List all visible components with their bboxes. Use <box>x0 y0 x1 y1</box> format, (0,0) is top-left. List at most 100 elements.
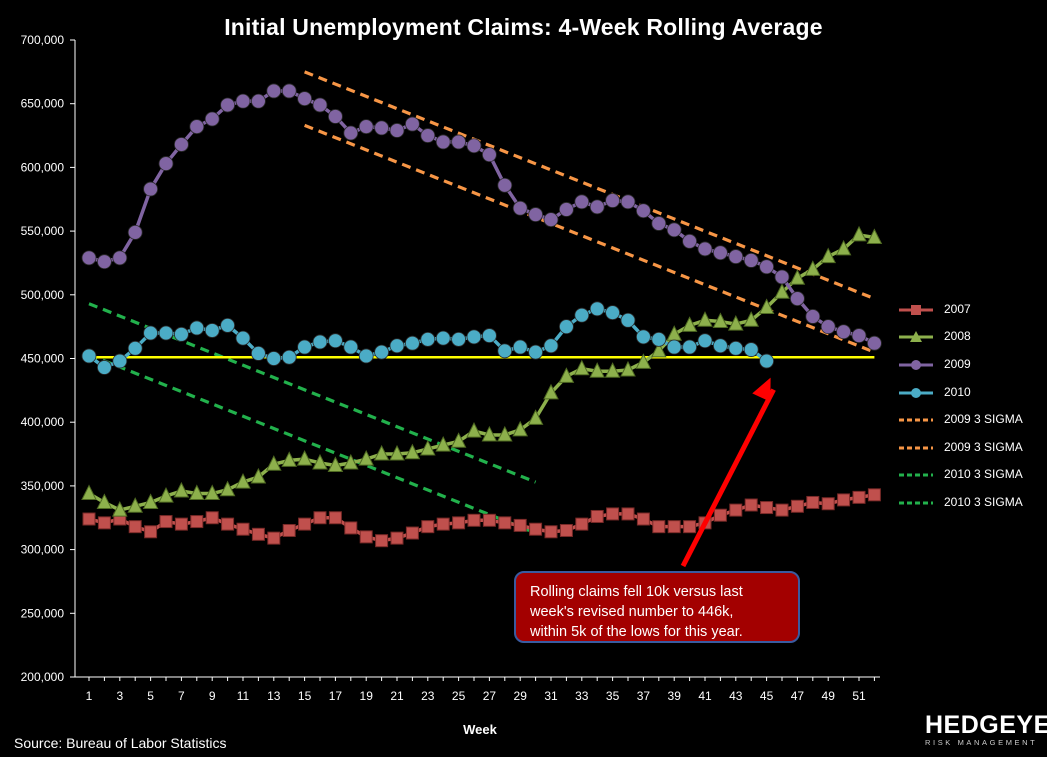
series-2007-point <box>97 516 111 530</box>
legend-item: 2010 <box>898 378 1023 406</box>
series-2007-point <box>375 534 389 548</box>
series-2007-point <box>267 531 281 545</box>
series-2007-point <box>667 520 681 534</box>
series-2008-point <box>712 312 729 329</box>
series-2008-point <box>743 311 760 327</box>
series-2008-point <box>96 493 113 509</box>
series-2007-point <box>806 495 820 509</box>
series-2008-point <box>481 425 498 442</box>
series-2008-point <box>820 247 837 264</box>
series-2010-point <box>235 330 251 346</box>
series-2010-point <box>451 331 467 347</box>
legend-swatch <box>899 304 933 315</box>
series-2009-point <box>451 134 467 150</box>
series-2010-point <box>743 342 759 357</box>
series-2007-point <box>282 523 296 537</box>
series-2008-point <box>373 444 390 461</box>
series-2010-point <box>728 340 744 356</box>
series-2009-point <box>713 245 728 261</box>
series-2007-point <box>513 518 527 532</box>
series-2010-point <box>158 325 174 341</box>
series-2009-point <box>543 212 559 228</box>
series-2009-point <box>343 125 359 141</box>
series-2008-point <box>389 444 405 461</box>
series-2010-point <box>143 325 159 341</box>
logo-wordmark: HEDGEYE <box>925 711 1047 739</box>
legend-label: 2007 <box>944 301 971 316</box>
legend-item: 2008 <box>898 323 1023 351</box>
legend-swatch <box>899 418 933 422</box>
legend-swatch <box>899 331 933 343</box>
series-2008-point <box>250 467 267 484</box>
series-2008-point <box>835 239 852 256</box>
series-2008-point <box>188 484 205 501</box>
series-2007-point <box>128 520 142 534</box>
series-2008-point <box>527 409 544 425</box>
legend-swatch <box>899 359 933 370</box>
legend-item: 2010 3 SIGMA <box>898 461 1023 489</box>
series-2009-point <box>220 97 236 113</box>
annotation-arrow-head <box>752 377 771 402</box>
series-2009-point <box>867 335 882 351</box>
series-2008-point <box>851 225 867 242</box>
series-2008-point <box>466 421 482 438</box>
series-2009-point <box>820 319 836 335</box>
series-2009-point <box>682 233 697 249</box>
legend-swatch <box>899 501 933 505</box>
series-2009-point <box>636 203 651 219</box>
series-2010-point <box>112 353 128 369</box>
x-tick-label: 27 <box>483 689 497 703</box>
series-2009-point <box>836 324 851 340</box>
series-2010-point <box>620 312 636 328</box>
series-2009-point <box>250 93 266 109</box>
series-2008-point <box>281 451 298 467</box>
sigma-line <box>304 123 875 354</box>
series-2007-point <box>298 517 312 531</box>
series-2010-point <box>312 334 328 350</box>
series-2009-point <box>805 309 821 324</box>
series-2009-point <box>204 111 220 127</box>
series-2009-point <box>189 119 205 135</box>
series-2007-point <box>251 527 265 541</box>
series-2010-point <box>589 301 605 317</box>
series-2009-point <box>97 254 112 270</box>
x-tick-label: 51 <box>852 689 866 703</box>
series-2010-point <box>574 307 590 323</box>
legend-label: 2009 3 SIGMA <box>944 412 1023 427</box>
series-2010-point <box>404 335 420 351</box>
x-axis-label: Week <box>463 722 497 737</box>
series-2009-point <box>512 200 528 216</box>
y-tick-label: 700,000 <box>21 33 65 47</box>
series-2007-point <box>636 512 650 526</box>
series-2007-point <box>821 497 835 511</box>
series-2008-point <box>496 425 513 442</box>
series-2007-point <box>544 525 558 539</box>
logo-tagline: RISK MANAGEMENT <box>925 738 1038 747</box>
y-tick-label: 350,000 <box>21 479 65 493</box>
series-2009-point <box>143 181 159 197</box>
series-2010-point <box>250 346 266 361</box>
series-2009-point <box>112 250 128 266</box>
series-2010-point <box>420 331 436 347</box>
x-tick-label: 39 <box>668 689 682 703</box>
series-2008-point <box>296 450 313 466</box>
series-2007-point <box>390 531 404 545</box>
legend-item: 2010 3 SIGMA <box>898 488 1023 516</box>
series-2008-point <box>312 453 328 470</box>
series-2009-point <box>389 123 405 138</box>
series-2007-point <box>421 520 435 534</box>
x-tick-label: 33 <box>575 689 589 703</box>
series-2009-point <box>158 156 174 171</box>
series-2007-point <box>467 513 481 527</box>
series-2009-point <box>851 328 867 343</box>
series-2009-point <box>281 83 297 99</box>
series-2009-point <box>497 177 513 193</box>
series-2007-point <box>683 520 697 534</box>
x-tick-label: 13 <box>267 689 281 703</box>
series-2007-point <box>436 517 450 531</box>
y-tick-label: 550,000 <box>21 224 65 238</box>
source-note: Source: Bureau of Labor Statistics <box>14 735 227 751</box>
series-2008-point <box>573 359 590 376</box>
x-tick-label: 21 <box>390 689 404 703</box>
